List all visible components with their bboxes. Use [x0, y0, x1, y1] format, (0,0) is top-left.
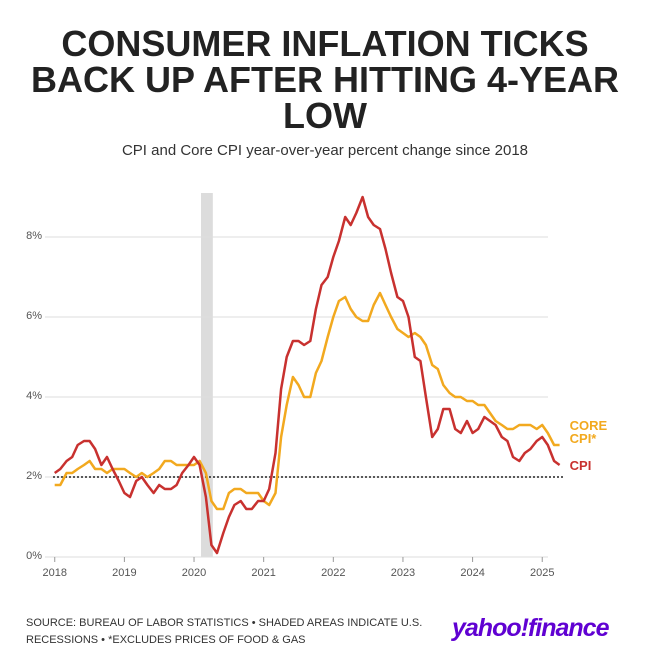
x-tick-label: 2022 — [321, 567, 345, 579]
brand-logo: yahoo!finance — [452, 614, 609, 642]
x-tick-label: 2025 — [530, 567, 554, 579]
x-tick-label: 2021 — [251, 567, 275, 579]
x-tick-label: 2024 — [460, 567, 484, 579]
y-tick-label: 2% — [26, 470, 42, 482]
chart-title: CONSUMER INFLATION TICKS BACK UP AFTER H… — [30, 23, 620, 136]
y-tick-label: 0% — [26, 550, 42, 562]
y-tick-label: 4% — [26, 390, 42, 402]
x-tick-label: 2019 — [112, 567, 136, 579]
x-tick-label: 2023 — [391, 567, 415, 579]
series-label: CPI — [569, 458, 592, 473]
chart-subtitle: CPI and Core CPI year-over-year percent … — [121, 142, 529, 159]
x-tick-label: 2018 — [43, 567, 67, 579]
series-label: CORE CPI* — [569, 418, 608, 446]
recession-band — [200, 193, 213, 557]
series-line — [54, 291, 560, 511]
y-tick-label: 6% — [26, 310, 42, 322]
source-note: SOURCE: BUREAU OF LABOR STATISTICS • SHA… — [26, 617, 423, 646]
x-tick-label: 2020 — [182, 567, 206, 579]
y-tick-label: 8% — [26, 230, 42, 242]
series-line — [53, 195, 561, 555]
